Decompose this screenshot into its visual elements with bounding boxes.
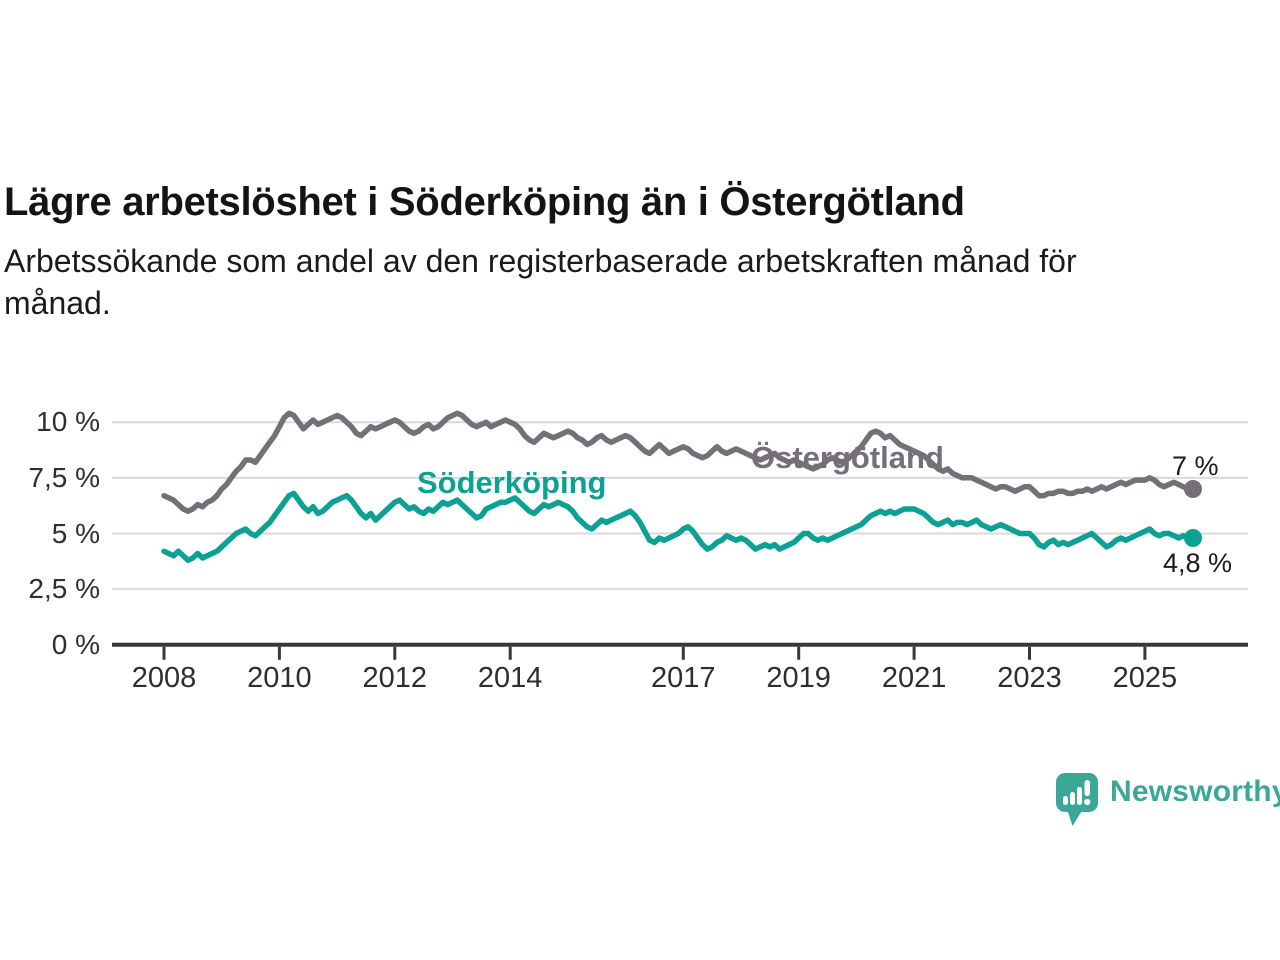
chart-subtitle-line-1: Arbetssökande som andel av den registerb… <box>4 243 1077 279</box>
x-axis-label: 2021 <box>881 662 947 694</box>
x-axis-label: 2014 <box>477 662 543 694</box>
x-axis-label: 2023 <box>997 662 1062 694</box>
newsworthy-logo: Newsworthy <box>1054 772 1280 828</box>
chart-subtitle-line-2: månad. <box>4 285 111 321</box>
x-axis-label: 2010 <box>247 662 312 694</box>
series-line-soderkoping <box>161 490 1196 563</box>
series-label-soderkoping: Söderköping <box>417 465 607 500</box>
x-axis-label: 2019 <box>766 662 831 694</box>
x-axis-label: 2008 <box>131 662 197 694</box>
chart-title: Lägre arbetslöshet i Söderköping än i Ös… <box>4 179 965 224</box>
end-value-label-ostergotland: 7 % <box>1171 450 1219 481</box>
x-axis-label: 2012 <box>362 662 428 694</box>
end-dot-ostergotland <box>1184 480 1202 498</box>
end-dot-soderkoping <box>1184 529 1202 547</box>
y-axis-label: 5 % <box>51 517 100 549</box>
end-value-label-soderkoping: 4,8 % <box>1162 547 1233 578</box>
brand-wordmark: Newsworthy <box>1110 775 1280 808</box>
chart-subtitle: Arbetssökande som andel av den registerb… <box>4 240 1204 324</box>
y-axis-label: 10 % <box>36 406 100 438</box>
newsworthy-bar-chart-speech-bubble-icon <box>1056 773 1098 826</box>
series-line-ostergotland <box>161 410 1196 514</box>
y-axis-label: 0 % <box>51 628 100 660</box>
x-axis-label: 2017 <box>651 662 716 694</box>
series-label-ostergotland: Östergötland <box>751 440 944 475</box>
y-axis-label: 2,5 % <box>28 573 100 605</box>
y-axis-label: 7,5 % <box>28 461 100 493</box>
x-axis-label: 2025 <box>1112 662 1178 694</box>
